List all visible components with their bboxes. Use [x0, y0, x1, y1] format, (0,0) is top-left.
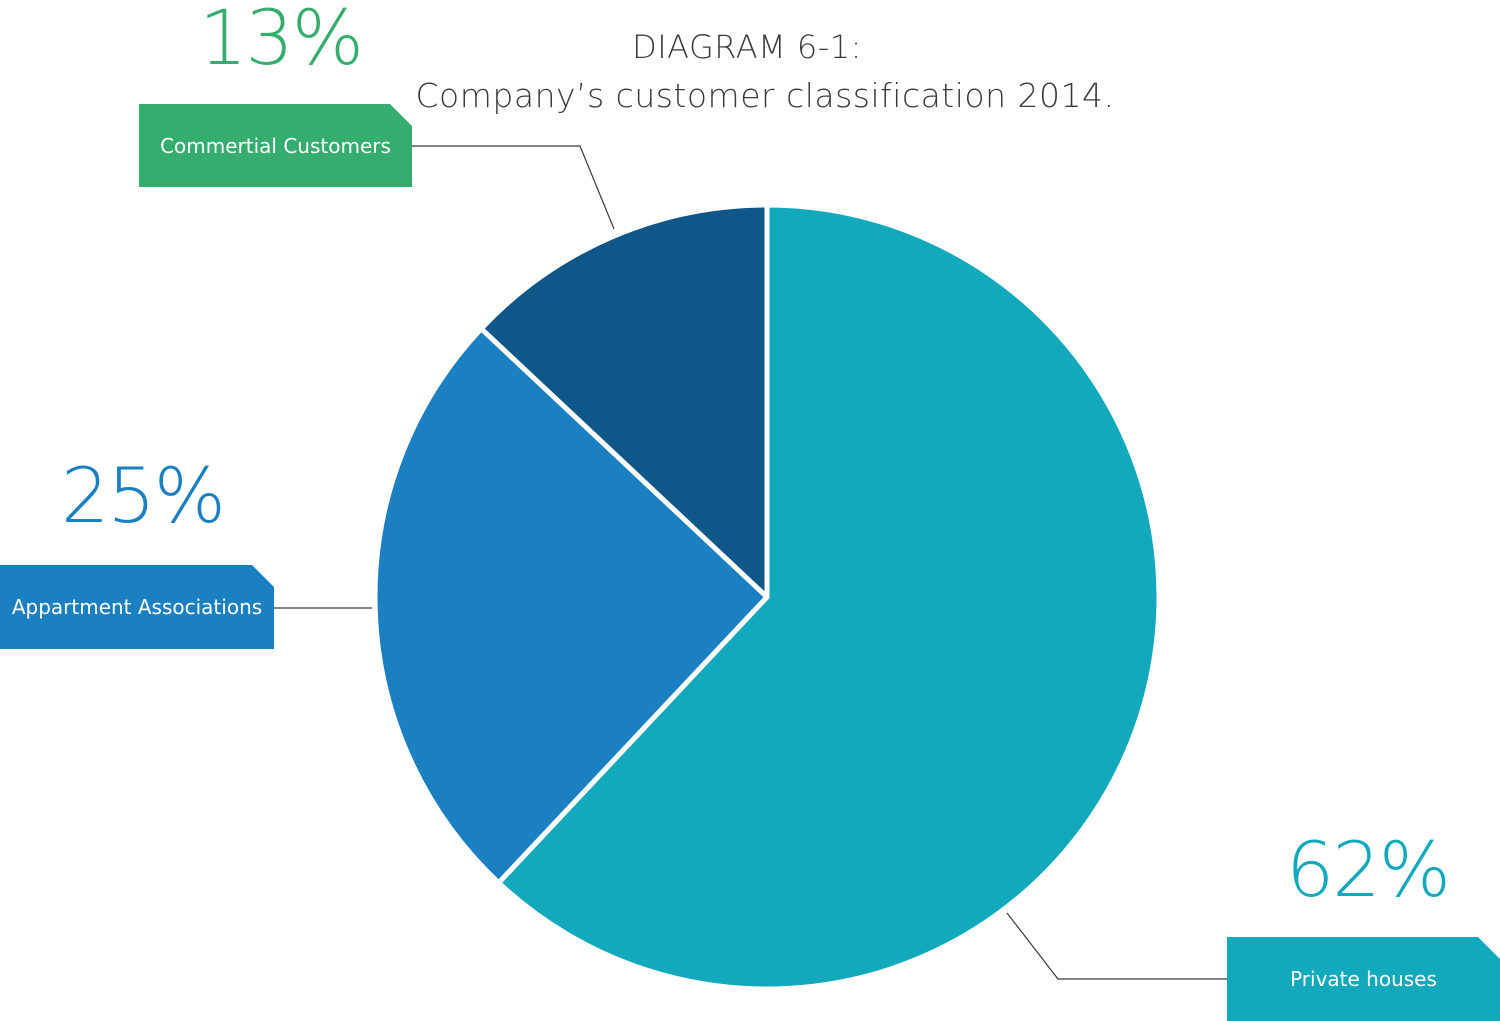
leader-line-private	[1006, 912, 1227, 980]
leader-lines	[274, 145, 1227, 980]
pie-slice-appartment-associations	[372, 326, 770, 886]
pie-slice-commertial-customers	[478, 202, 770, 600]
chart-title-line-2: Company’s customer classification 2014.	[415, 76, 1115, 115]
chart-title-line-1: DIAGRAM 6-1:	[632, 28, 862, 66]
commercial-category-tag: Commertial Customers	[139, 104, 412, 187]
apartment-percent-label: 25%	[61, 451, 226, 540]
pie-slice-private-houses	[496, 202, 1162, 992]
leader-line-commercial	[412, 145, 615, 230]
private-category-tag: Private houses	[1227, 937, 1500, 1021]
pie-slices	[372, 202, 1162, 992]
private-percent-label: 62%	[1286, 825, 1451, 914]
apartment-category-tag: Appartment Associations	[0, 565, 274, 649]
commercial-percent-label: 13%	[199, 0, 364, 82]
